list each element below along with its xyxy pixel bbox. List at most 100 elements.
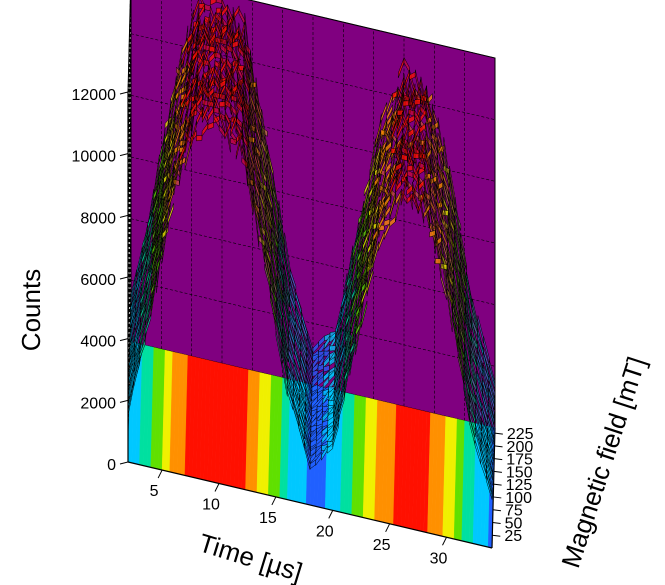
y-tick-mark (492, 521, 501, 524)
surface-facet (338, 395, 345, 419)
surface-facet (378, 231, 385, 251)
y-axis-title: Magnetic field [mT] (555, 353, 651, 571)
contour-floor (127, 341, 496, 549)
surface-facet (412, 152, 420, 159)
z-tick-label: 8000 (80, 210, 116, 227)
surface-facet (289, 269, 297, 292)
surface-facet (460, 232, 467, 270)
surface-facet (173, 132, 181, 173)
surface-facet (196, 135, 203, 142)
surface-facet (402, 100, 409, 107)
surface-facet (220, 38, 227, 46)
surface-facet (202, 59, 210, 67)
surface-facet (349, 333, 356, 376)
y-tick-label: 175 (506, 452, 533, 469)
surface-facet (435, 195, 443, 223)
surface-facet (265, 209, 272, 249)
surface-facet (252, 189, 260, 247)
surface-facet (235, 129, 243, 160)
surface-facet (457, 341, 464, 380)
surface-facet (218, 108, 226, 134)
surface-facet (356, 275, 363, 304)
surface-facet (482, 377, 489, 404)
surface-facet (275, 310, 283, 344)
surface-facet (360, 300, 368, 328)
surface-facet (168, 134, 176, 168)
surface-facet (298, 407, 306, 432)
surface-facet (469, 417, 476, 445)
surface-facet (366, 247, 374, 283)
surface-facet (170, 81, 177, 114)
surface-facet (414, 98, 421, 106)
surface-facet (269, 295, 277, 324)
surface-facet (181, 43, 188, 68)
surface-facet (241, 156, 248, 169)
surface-facet (247, 156, 254, 213)
surface-facet (264, 253, 271, 286)
surface-facet (441, 228, 448, 249)
surface-facet (260, 121, 268, 159)
surface-facet (215, 0, 223, 4)
surface-facet (134, 327, 141, 358)
surface-facet (215, 5, 223, 32)
surface-facet (323, 370, 330, 383)
surface-facet (226, 28, 233, 46)
surface-facet (486, 475, 493, 500)
z-tick-mark (119, 276, 129, 280)
surface-facet (459, 286, 466, 325)
surface-facet (312, 362, 319, 374)
z-tick-mark (119, 153, 129, 157)
surface-facet (168, 147, 175, 184)
surface-facet (278, 212, 285, 249)
surface-facet (425, 107, 432, 136)
surface-facet (344, 319, 352, 354)
surface-facet (323, 334, 331, 351)
surface-facet (213, 73, 221, 104)
surface-facet (275, 330, 282, 365)
y-tick-mark (494, 445, 503, 448)
surface-facet (292, 402, 300, 427)
surface-facet (255, 97, 262, 145)
y-tick-label: 50 (505, 515, 523, 532)
surface-facet (343, 362, 351, 396)
surface-facet (378, 198, 385, 221)
surface-facet (242, 102, 249, 128)
surface-facet (440, 274, 447, 300)
surface-facet (207, 100, 214, 108)
z-tick-mark (119, 214, 129, 218)
surface-facet (469, 386, 476, 415)
surface-facet (156, 238, 163, 293)
surface-facet (390, 165, 397, 187)
surface-facet (321, 444, 328, 462)
x-tick-label: 25 (373, 537, 391, 554)
surface-facet (436, 185, 443, 211)
x-tick-mark (157, 469, 163, 479)
x-tick-mark (328, 510, 334, 519)
surface-facet (233, 4, 240, 21)
surface-facet (232, 40, 239, 49)
surface-facet (266, 144, 274, 197)
surface-facet (391, 120, 398, 142)
surface-facet (236, 100, 243, 114)
surface-facet (192, 0, 200, 20)
surface-facet (486, 458, 493, 486)
surface-facet (176, 46, 183, 86)
surface-facet (186, 55, 193, 96)
z-tick-label: 6000 (80, 272, 116, 289)
z-gridline (127, 279, 496, 401)
surface-facet (481, 418, 488, 447)
surface-facet (204, 4, 211, 12)
surface-facet (295, 291, 302, 317)
z-gridline (127, 33, 496, 154)
surface-facet (424, 151, 431, 176)
surface-facet (146, 220, 154, 253)
surface-facet (224, 115, 231, 153)
surface-facet (150, 266, 157, 312)
surface-facet (367, 210, 375, 240)
surface-facet (301, 320, 308, 342)
surface-facet (196, 83, 203, 104)
x-tick-mark (214, 483, 220, 492)
surface-facet (309, 459, 317, 470)
surface-facet (158, 150, 165, 186)
